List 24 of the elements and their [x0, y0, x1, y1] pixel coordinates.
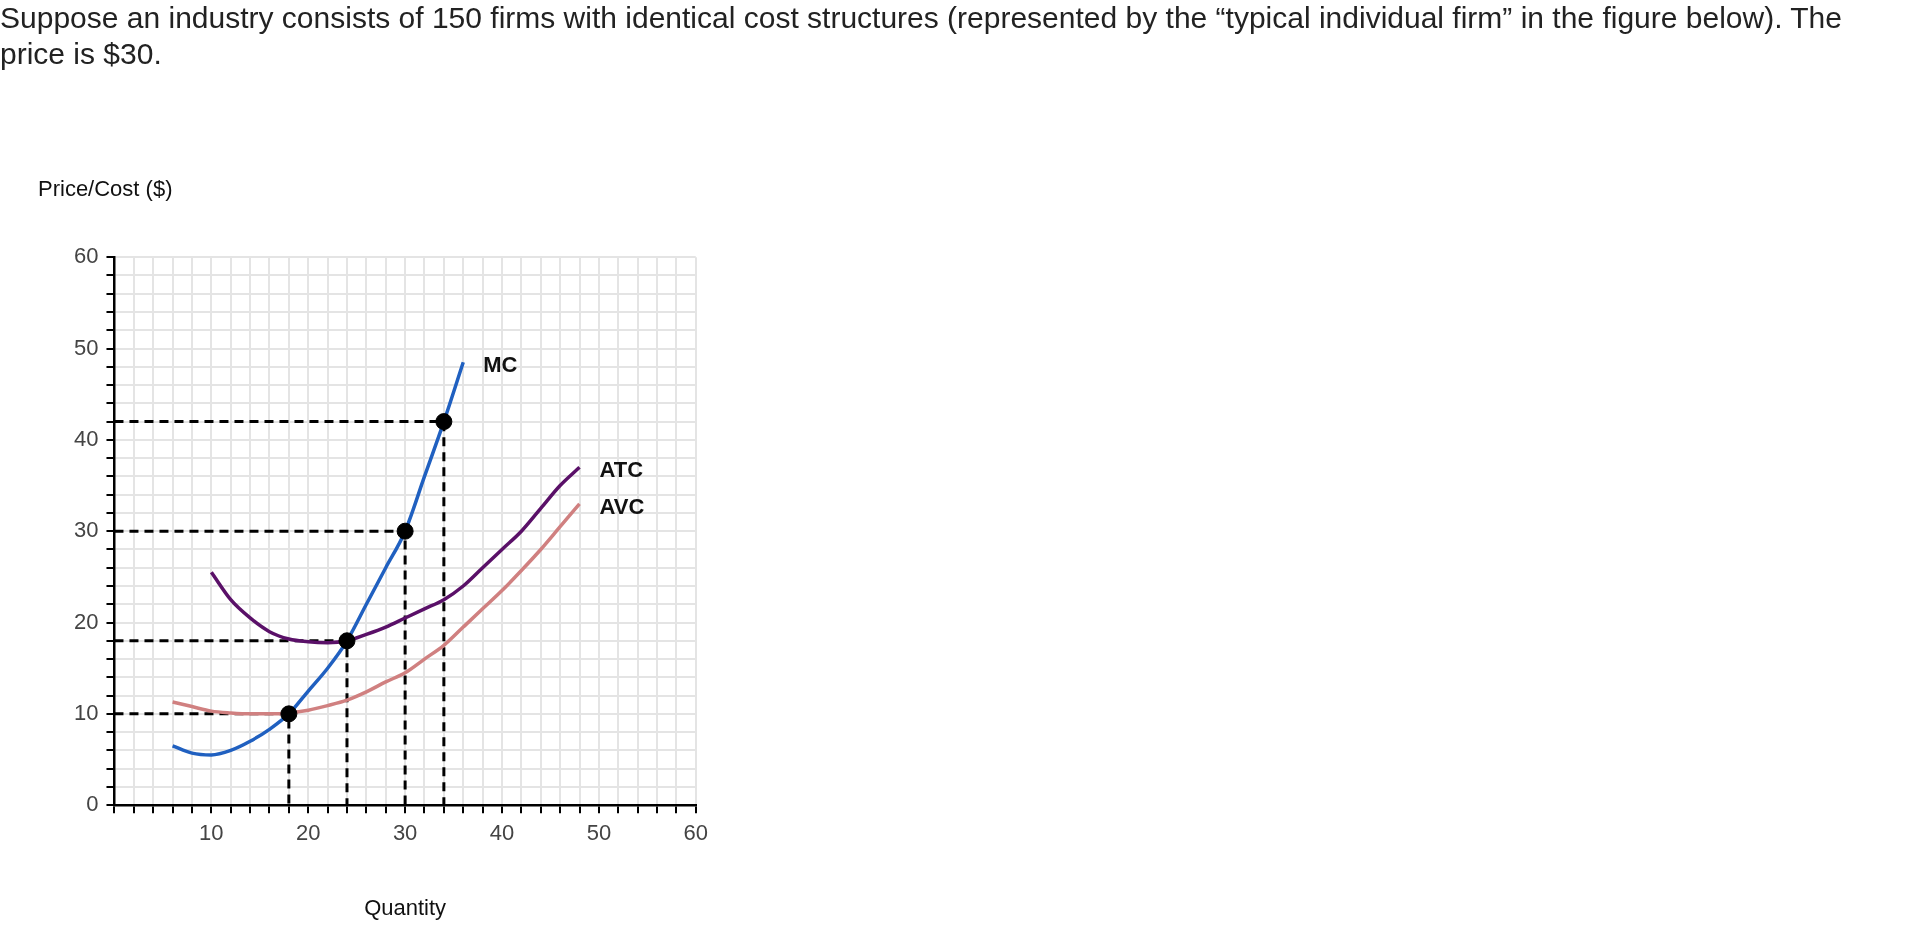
point: [396, 522, 414, 540]
point: [435, 413, 453, 431]
point: [338, 632, 356, 650]
y-tick-label: 50: [73, 334, 99, 360]
y-axis-title: Price/Cost ($): [38, 176, 173, 202]
point: [280, 705, 298, 723]
x-tick-label: 10: [199, 820, 224, 846]
y-tick-label: 20: [73, 608, 99, 634]
x-tick-label: 60: [683, 820, 709, 846]
x-tick-label: 50: [586, 820, 612, 846]
text: Suppose an industry consists of 150 firms with identical cost structures (represented by the “typical individual firm” in the figure below). The price is $30.: [0, 0, 1843, 72]
y-tick-label: 40: [73, 425, 99, 451]
series-label: MC: [483, 352, 518, 378]
x-tick-label: 40: [489, 820, 515, 846]
series-label: AVC: [599, 493, 645, 519]
x-tick-label: 30: [392, 820, 418, 846]
line-series: [170, 360, 465, 757]
y-tick-label: 60: [73, 243, 99, 269]
series-label: ATC: [599, 457, 644, 483]
y-tick-label: 10: [73, 699, 99, 725]
x-axis-title: Quantity: [364, 894, 447, 920]
y-tick-label: 0: [86, 791, 99, 817]
x-tick-label: 20: [295, 820, 321, 846]
y-tick-label: 30: [73, 517, 99, 543]
